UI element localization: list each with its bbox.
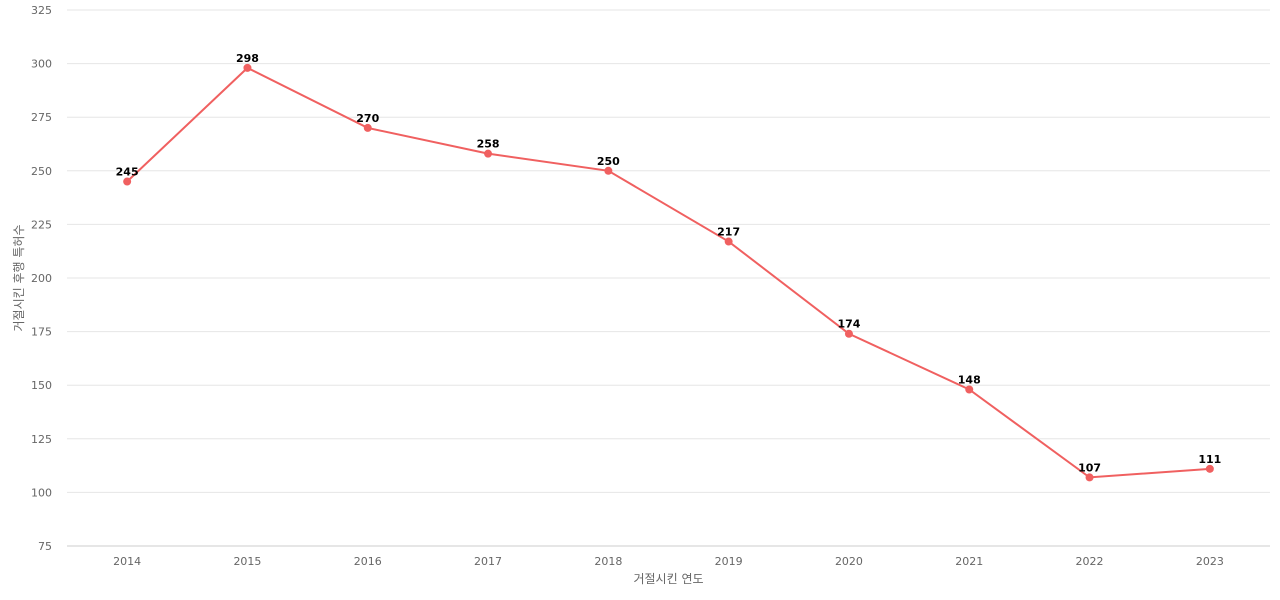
data-label-2016: 270 — [356, 112, 379, 125]
data-point-2015 — [243, 63, 252, 72]
data-point-2023 — [1205, 464, 1214, 473]
x-tick-label: 2015 — [233, 555, 261, 568]
x-tick-label: 2018 — [594, 555, 622, 568]
data-point-2014 — [123, 177, 132, 186]
grid-lines — [67, 9, 1270, 493]
y-tick-label: 75 — [38, 540, 52, 553]
y-tick-label: 200 — [31, 272, 52, 285]
x-axis-ticks: 2014 2015 2016 2017 2018 2019 2020 2021 2022 2023 — [113, 555, 1224, 568]
x-tick-label: 2014 — [113, 555, 141, 568]
y-tick-label: 275 — [31, 111, 52, 124]
data-point-2022 — [1085, 473, 1094, 482]
y-tick-label: 250 — [31, 165, 52, 178]
x-axis-title: 거절시킨 연도 — [633, 572, 703, 586]
y-tick-label: 175 — [31, 326, 52, 339]
data-point-2020 — [844, 329, 853, 338]
x-tick-label: 2016 — [354, 555, 382, 568]
data-label-2020: 174 — [837, 318, 860, 331]
data-label-2018: 250 — [597, 155, 620, 168]
y-tick-label: 325 — [31, 4, 52, 17]
y-axis-ticks: 75 100 125 150 175 200 225 250 275 300 325 — [31, 4, 52, 553]
data-labels: 245 298 270 258 250 217 174 148 107 111 — [116, 52, 1222, 475]
y-tick-label: 150 — [31, 379, 52, 392]
y-tick-label: 225 — [31, 218, 52, 231]
series-line — [126, 66, 1210, 479]
x-tick-label: 2020 — [835, 555, 863, 568]
x-tick-label: 2023 — [1196, 555, 1224, 568]
x-tick-label: 2019 — [715, 555, 743, 568]
x-tick-label: 2017 — [474, 555, 502, 568]
data-point-2019 — [724, 237, 733, 246]
data-label-2017: 258 — [477, 138, 500, 151]
y-tick-label: 125 — [31, 433, 52, 446]
data-points — [123, 63, 1214, 482]
data-point-2018 — [604, 166, 613, 175]
y-tick-label: 300 — [31, 58, 52, 71]
x-tick-label: 2021 — [955, 555, 983, 568]
data-point-2021 — [965, 385, 974, 394]
data-label-2014: 245 — [116, 166, 139, 179]
data-label-2022: 107 — [1078, 461, 1101, 474]
x-tick-label: 2022 — [1076, 555, 1104, 568]
data-label-2021: 148 — [958, 373, 981, 386]
data-label-2023: 111 — [1198, 453, 1221, 466]
data-label-2015: 298 — [236, 52, 259, 65]
data-point-2017 — [484, 149, 493, 158]
data-label-2019: 217 — [717, 226, 740, 239]
y-axis-title: 거절시킨 후행 특허수 — [11, 225, 26, 332]
y-tick-label: 100 — [31, 486, 52, 499]
data-point-2016 — [363, 123, 372, 132]
